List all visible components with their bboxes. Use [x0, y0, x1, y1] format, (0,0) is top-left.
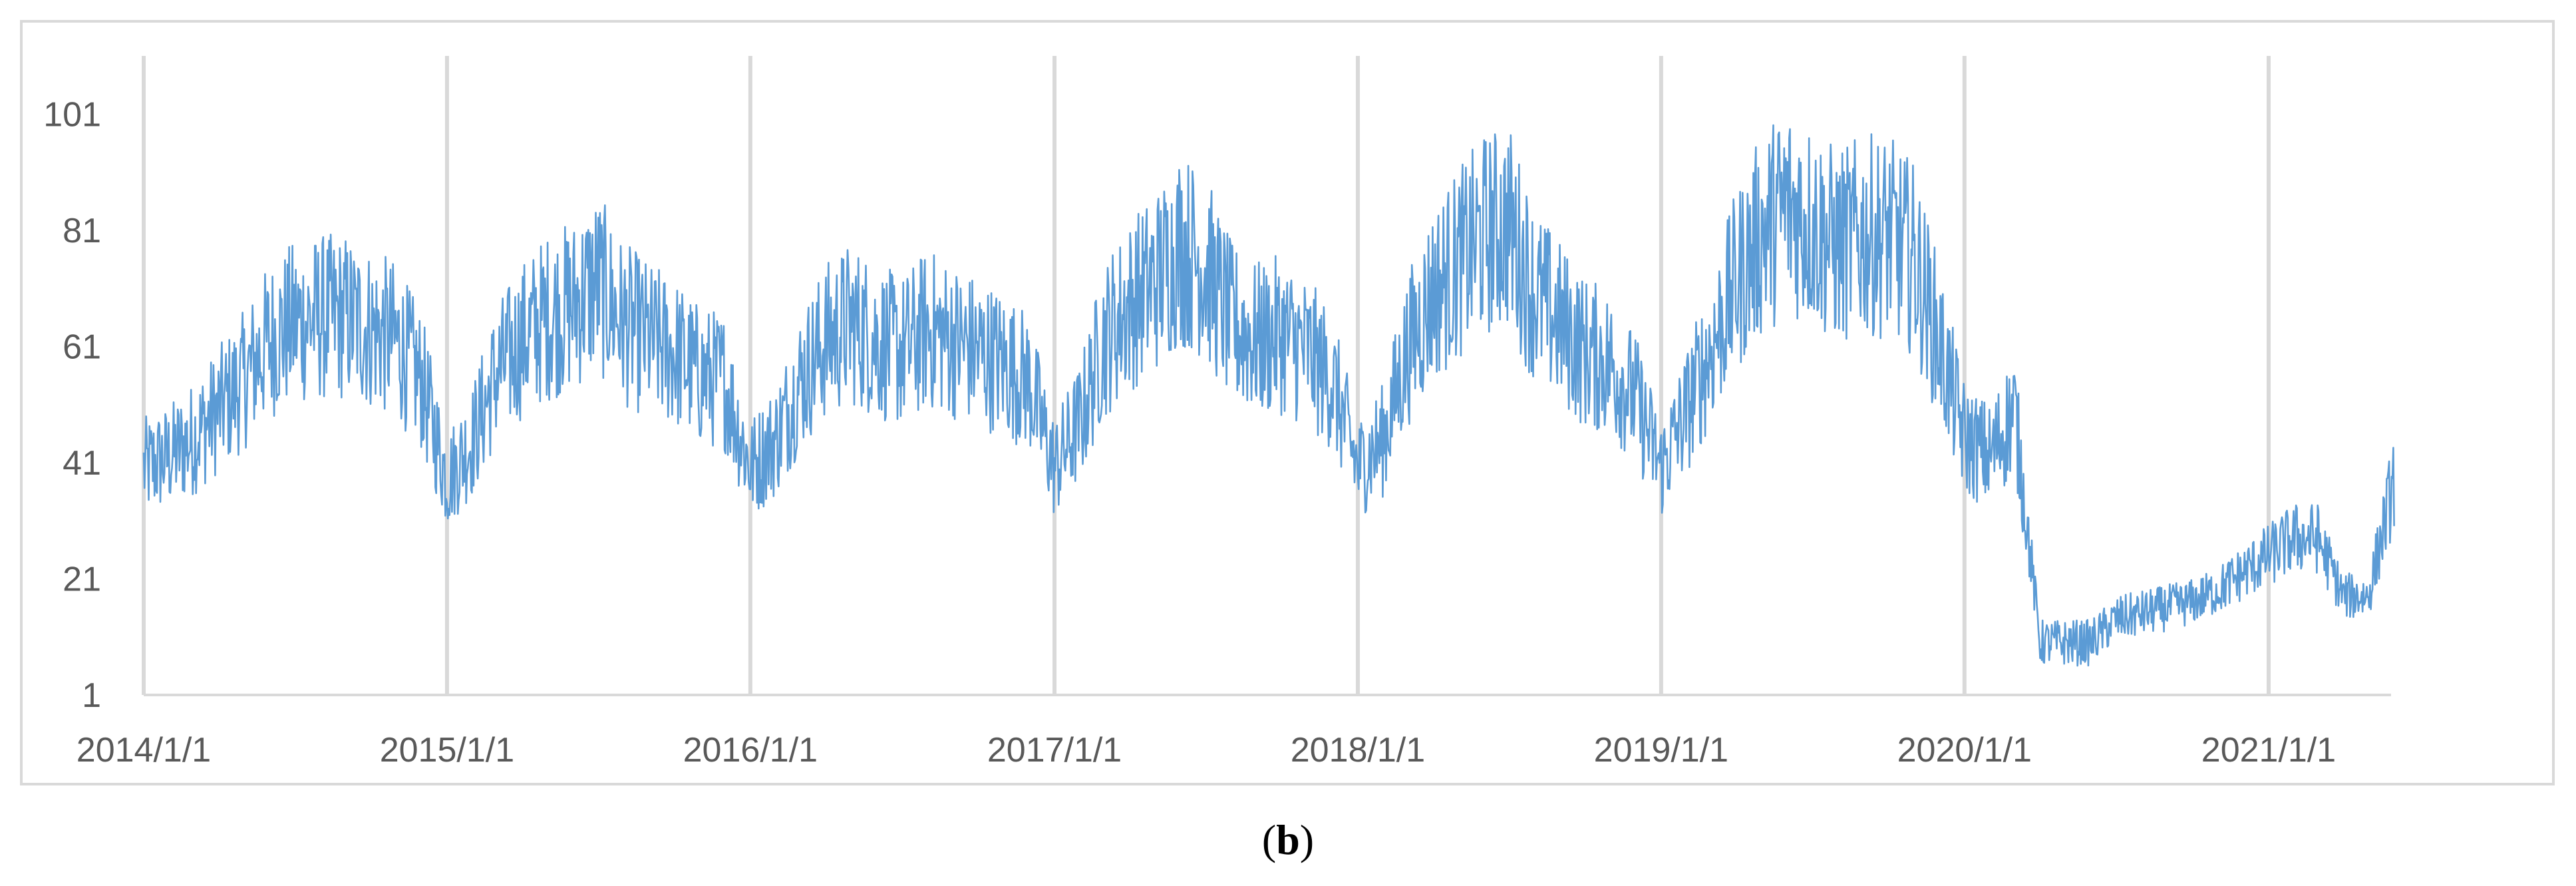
y-tick-label: 101	[43, 95, 101, 134]
x-tick-label: 2017/1/1	[987, 731, 1122, 770]
series-line	[142, 124, 2395, 667]
caption-letter: b	[1276, 816, 1300, 863]
x-tick-label: 2021/1/1	[2201, 731, 2336, 770]
x-tick-label: 2015/1/1	[380, 731, 514, 770]
y-tick-label: 41	[63, 444, 101, 483]
x-tick-label: 2020/1/1	[1897, 731, 2032, 770]
x-tick-label: 2016/1/1	[683, 731, 818, 770]
x-tick-label: 2018/1/1	[1291, 731, 1425, 770]
y-tick-label: 21	[63, 560, 101, 598]
y-tick-label: 1	[82, 676, 101, 715]
figure-caption: (b)	[1261, 816, 1315, 863]
y-tick-label: 81	[63, 212, 101, 250]
chart-frame: 1 21 41 61 81 101 2014/1/1 2015/1/1 2016/1/1 201…	[20, 20, 2555, 785]
x-tick-labels: 2014/1/1 2015/1/1 2016/1/1 2017/1/1 2018/1/1…	[77, 731, 2336, 770]
gridlines	[142, 56, 2271, 695]
y-tick-label: 61	[63, 328, 101, 366]
x-tick-label: 2019/1/1	[1594, 731, 1728, 770]
x-tick-label: 2014/1/1	[77, 731, 211, 770]
series-layer	[142, 124, 2395, 667]
y-tick-labels: 1 21 41 61 81 101	[43, 95, 101, 715]
